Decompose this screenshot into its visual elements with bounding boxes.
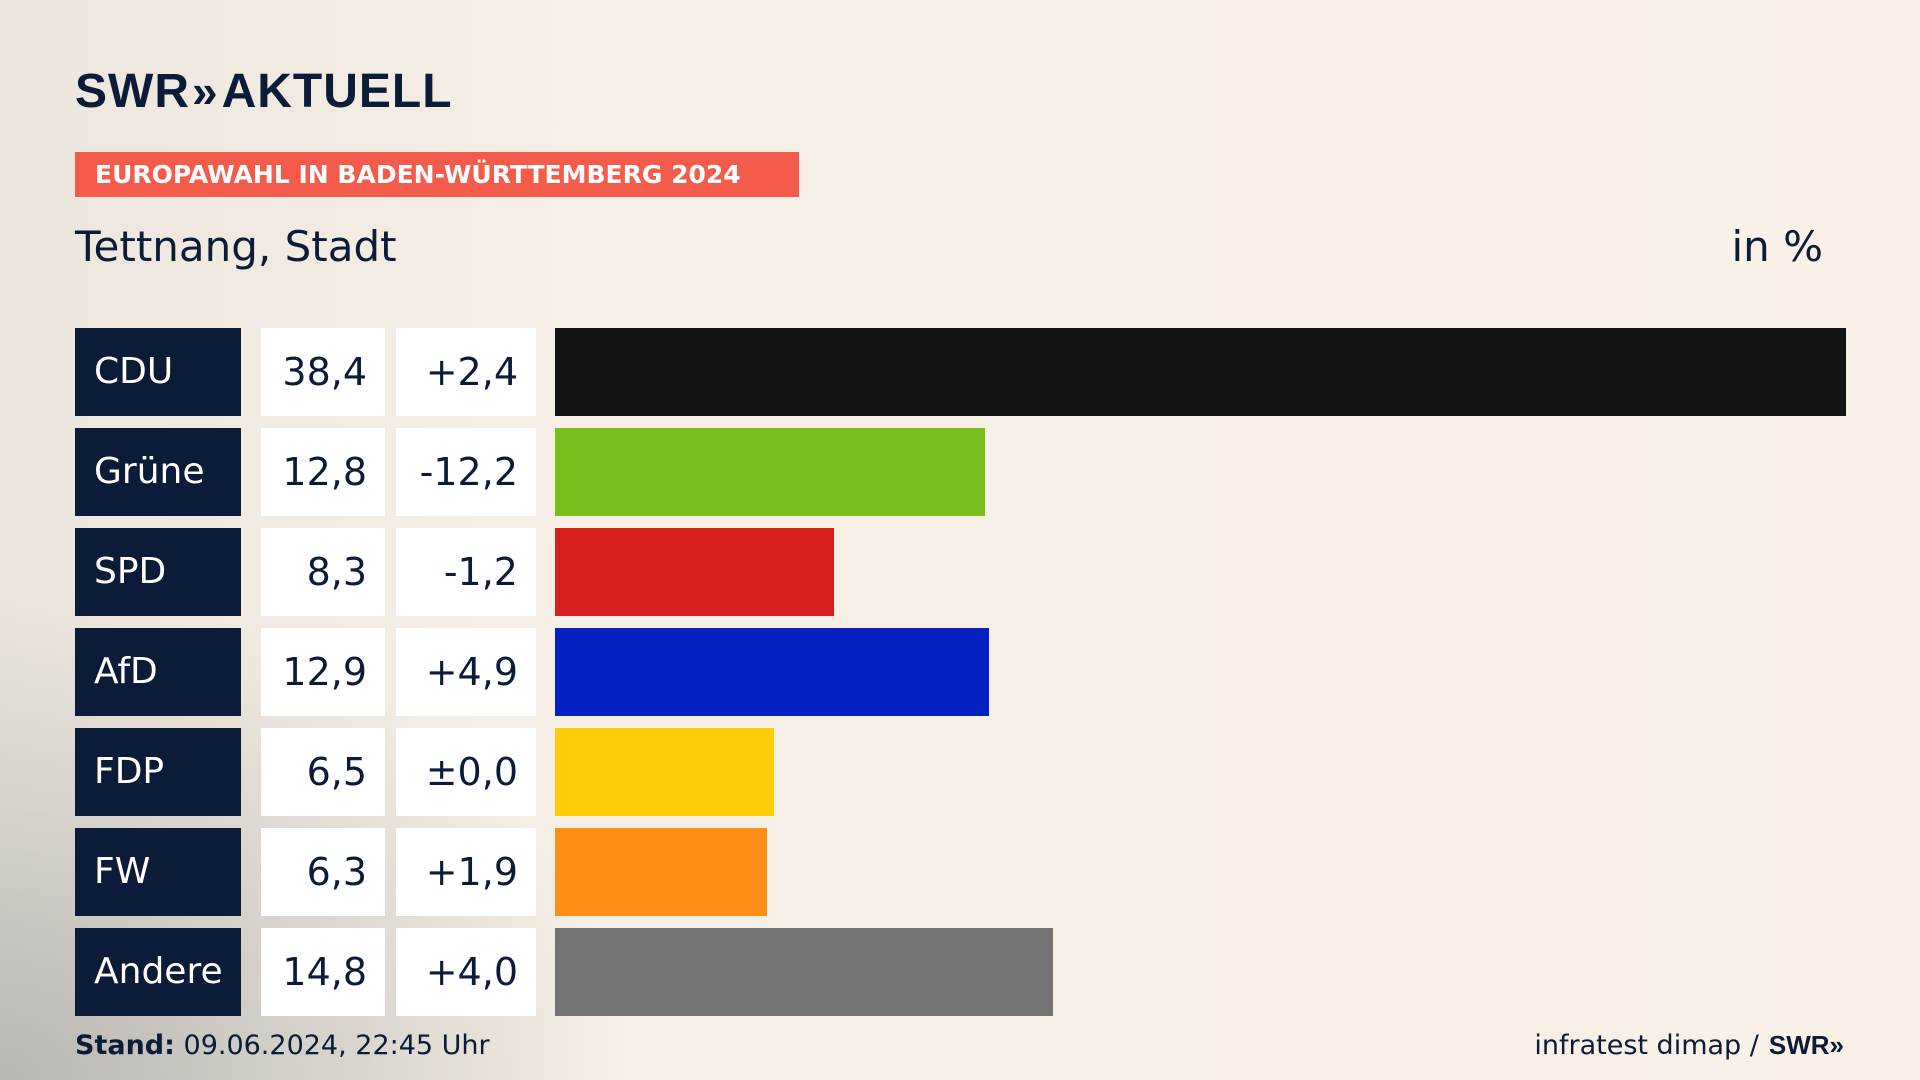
source-text: infratest dimap /	[1534, 1030, 1759, 1061]
party-label: AfD	[75, 628, 241, 716]
result-row: Andere 14,8 +4,0	[75, 928, 1846, 1016]
party-label: FDP	[75, 728, 241, 816]
vote-change-value: ±0,0	[396, 728, 536, 816]
party-label: FW	[75, 828, 241, 916]
vote-share-value: 6,5	[261, 728, 385, 816]
vote-change-value: +2,4	[396, 328, 536, 416]
vote-share-value: 38,4	[261, 328, 385, 416]
result-row: CDU 38,4 +2,4	[75, 328, 1846, 416]
result-row: Grüne 12,8 -12,2	[75, 428, 1846, 516]
logo-aktuell-text: AKTUELL	[221, 64, 453, 118]
stand-value: 09.06.2024, 22:45 Uhr	[183, 1030, 490, 1061]
result-row: FDP 6,5 ±0,0	[75, 728, 1846, 816]
vote-change-value: +1,9	[396, 828, 536, 916]
result-bar	[555, 928, 1053, 1016]
vote-share-value: 14,8	[261, 928, 385, 1016]
vote-share-value: 12,9	[261, 628, 385, 716]
result-row: SPD 8,3 -1,2	[75, 528, 1846, 616]
result-bar	[555, 828, 767, 916]
vote-share-value: 6,3	[261, 828, 385, 916]
result-bar	[555, 728, 774, 816]
logo-swr-text: SWR	[75, 64, 190, 118]
party-label: CDU	[75, 328, 241, 416]
result-bar	[555, 428, 985, 516]
chart-subtitle: Tettnang, Stadt	[75, 222, 397, 271]
election-banner: EUROPAWAHL IN BADEN-WÜRTTEMBERG 2024	[75, 152, 799, 197]
result-bar	[555, 328, 1846, 416]
timestamp: Stand: 09.06.2024, 22:45 Uhr	[75, 1030, 490, 1061]
party-label: SPD	[75, 528, 241, 616]
swr-mini-logo: SWR»	[1768, 1030, 1844, 1060]
logo-chevrons-icon: »	[191, 65, 217, 117]
vote-change-value: -12,2	[396, 428, 536, 516]
result-bar	[555, 528, 834, 616]
vote-share-value: 8,3	[261, 528, 385, 616]
result-row: FW 6,3 +1,9	[75, 828, 1846, 916]
unit-label: in %	[1731, 222, 1823, 271]
vote-change-value: +4,9	[396, 628, 536, 716]
vote-change-value: +4,0	[396, 928, 536, 1016]
vote-share-value: 12,8	[261, 428, 385, 516]
source-credit: infratest dimap / SWR»	[1534, 1030, 1844, 1061]
party-label: Grüne	[75, 428, 241, 516]
stand-label: Stand:	[75, 1030, 175, 1061]
result-row: AfD 12,9 +4,9	[75, 628, 1846, 716]
swr-aktuell-logo: SWR » AKTUELL	[75, 64, 453, 118]
result-bar	[555, 628, 989, 716]
party-label: Andere	[75, 928, 241, 1016]
vote-change-value: -1,2	[396, 528, 536, 616]
